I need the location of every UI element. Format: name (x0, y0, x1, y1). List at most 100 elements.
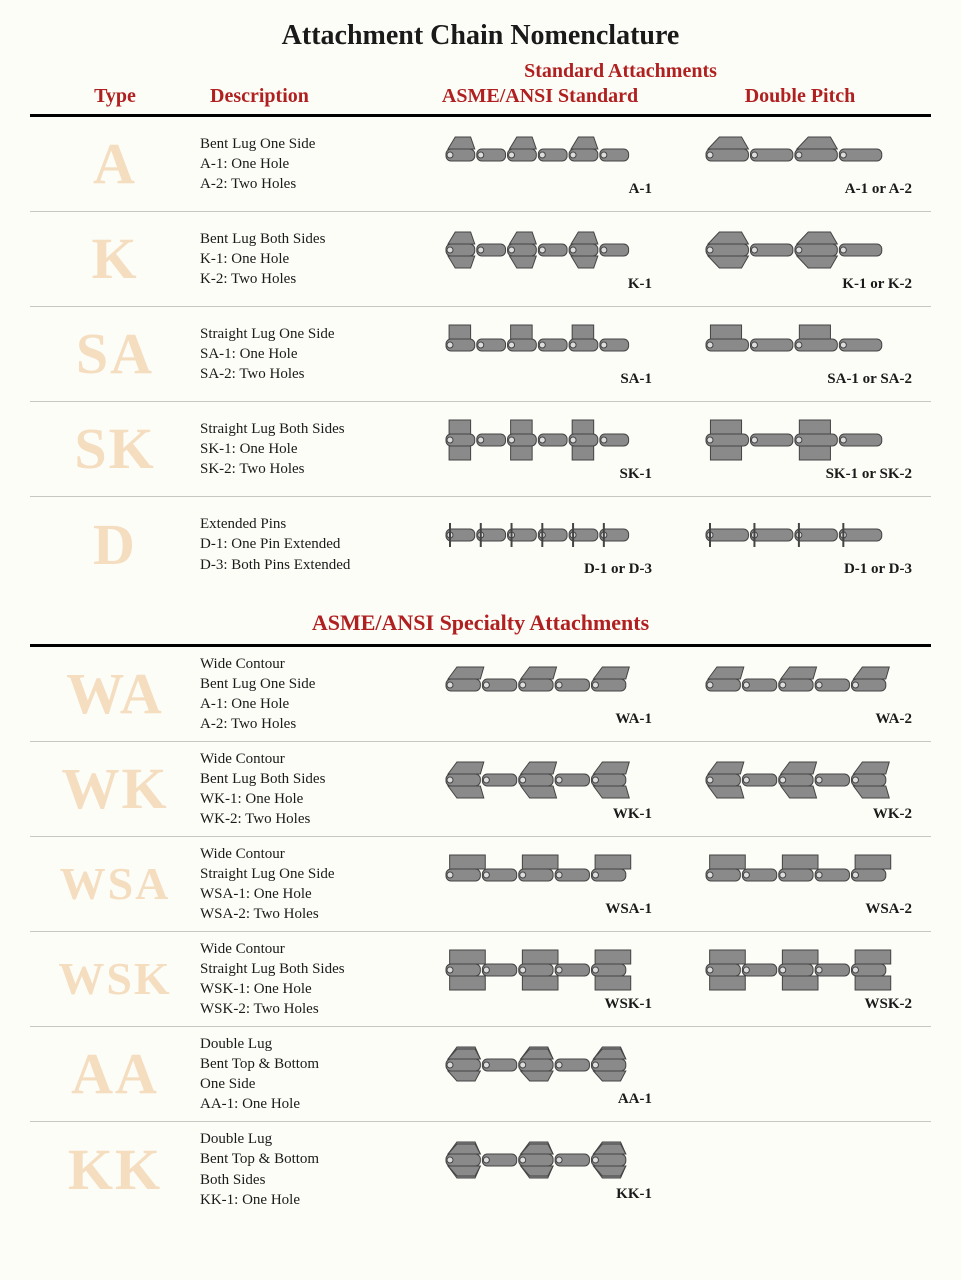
description-cell: Straight Lug One SideSA-1: One HoleSA-2:… (200, 324, 410, 385)
description-cell: Bent Lug Both SidesK-1: One HoleK-2: Two… (200, 229, 410, 290)
description-line: SA-1: One Hole (200, 344, 410, 364)
description-line: Wide Contour (200, 654, 410, 674)
description-line: Bent Lug One Side (200, 134, 410, 154)
type-letter: A (30, 135, 200, 193)
description-line: WSA-1: One Hole (200, 884, 410, 904)
description-line: Double Lug (200, 1034, 410, 1054)
image-label: WK-1 (410, 806, 670, 823)
description-line: Straight Lug Both Sides (200, 959, 410, 979)
description-cell: Extended PinsD-1: One Pin ExtendedD-3: B… (200, 514, 410, 575)
image-cell-1: AA-1 (410, 1041, 670, 1108)
description-line: Bent Lug One Side (200, 674, 410, 694)
chain-icon (440, 661, 640, 709)
description-line: Straight Lug Both Sides (200, 419, 410, 439)
image-label: WSK-1 (410, 996, 670, 1013)
description-cell: Bent Lug One SideA-1: One HoleA-2: Two H… (200, 134, 410, 195)
image-label: SK-1 (410, 466, 670, 483)
table-row: WKWide ContourBent Lug Both SidesWK-1: O… (30, 742, 931, 837)
table-row: WSKWide ContourStraight Lug Both SidesWS… (30, 932, 931, 1027)
image-label: K-1 or K-2 (670, 276, 930, 293)
table-row: KBent Lug Both SidesK-1: One HoleK-2: Tw… (30, 212, 931, 307)
description-line: WSA-2: Two Holes (200, 904, 410, 924)
description-line: Both Sides (200, 1170, 410, 1190)
chain-icon (440, 511, 640, 559)
description-line: One Side (200, 1074, 410, 1094)
image-label: SK-1 or SK-2 (670, 466, 930, 483)
table-row: AADouble LugBent Top & BottomOne SideAA-… (30, 1027, 931, 1122)
column-headers: Type Description ASME/ANSI Standard Doub… (30, 85, 931, 108)
description-line: Double Lug (200, 1129, 410, 1149)
description-cell: Straight Lug Both SidesSK-1: One HoleSK-… (200, 419, 410, 480)
image-cell-2: A-1 or A-2 (670, 131, 930, 198)
description-line: WSK-1: One Hole (200, 979, 410, 999)
description-line: WK-2: Two Holes (200, 809, 410, 829)
image-cell-2: D-1 or D-3 (670, 511, 930, 578)
header-description: Description (200, 85, 410, 108)
header-col2: Double Pitch (670, 85, 930, 108)
image-label: A-1 or A-2 (670, 181, 930, 198)
image-cell-1: WSA-1 (410, 851, 670, 918)
chain-icon (700, 321, 900, 369)
table-row: KKDouble LugBent Top & BottomBoth SidesK… (30, 1122, 931, 1217)
image-label: AA-1 (410, 1091, 670, 1108)
description-line: WK-1: One Hole (200, 789, 410, 809)
description-line: Wide Contour (200, 844, 410, 864)
type-letter: D (30, 516, 200, 574)
description-line: Straight Lug One Side (200, 864, 410, 884)
image-cell-2: SK-1 or SK-2 (670, 416, 930, 483)
section2-title: ASME/ANSI Specialty Attachments (30, 610, 931, 636)
table-row: SAStraight Lug One SideSA-1: One HoleSA-… (30, 307, 931, 402)
description-line: KK-1: One Hole (200, 1190, 410, 1210)
image-cell-2: K-1 or K-2 (670, 226, 930, 293)
description-line: Bent Top & Bottom (200, 1149, 410, 1169)
type-letter: WSA (30, 861, 200, 907)
description-line: K-2: Two Holes (200, 269, 410, 289)
description-cell: Double LugBent Top & BottomOne SideAA-1:… (200, 1034, 410, 1115)
description-cell: Wide ContourStraight Lug Both SidesWSK-1… (200, 939, 410, 1020)
description-line: Wide Contour (200, 749, 410, 769)
image-label: SA-1 (410, 371, 670, 388)
description-line: K-1: One Hole (200, 249, 410, 269)
description-line: Extended Pins (200, 514, 410, 534)
description-line: AA-1: One Hole (200, 1094, 410, 1114)
description-line: Straight Lug One Side (200, 324, 410, 344)
table-row: WSAWide ContourStraight Lug One SideWSA-… (30, 837, 931, 932)
chain-icon (440, 946, 640, 994)
description-line: WSK-2: Two Holes (200, 999, 410, 1019)
chain-icon (700, 946, 900, 994)
description-line: SK-1: One Hole (200, 439, 410, 459)
super-header: Standard Attachments (310, 60, 931, 83)
image-cell-2: WA-2 (670, 661, 930, 728)
description-line: SK-2: Two Holes (200, 459, 410, 479)
image-label: KK-1 (410, 1186, 670, 1203)
type-letter: K (30, 230, 200, 288)
image-cell-1: KK-1 (410, 1136, 670, 1203)
type-letter: AA (30, 1045, 200, 1103)
description-line: Wide Contour (200, 939, 410, 959)
description-line: D-3: Both Pins Extended (200, 555, 410, 575)
chain-icon (700, 226, 900, 274)
section-specialty: WAWide ContourBent Lug One SideA-1: One … (30, 647, 931, 1217)
description-line: Bent Top & Bottom (200, 1054, 410, 1074)
chain-icon (440, 416, 640, 464)
table-row: DExtended PinsD-1: One Pin ExtendedD-3: … (30, 497, 931, 592)
image-label: WSK-2 (670, 996, 930, 1013)
chain-icon (700, 756, 900, 804)
page-title: Attachment Chain Nomenclature (30, 20, 931, 52)
type-letter: SK (30, 420, 200, 478)
image-cell-2: WK-2 (670, 756, 930, 823)
description-line: A-1: One Hole (200, 694, 410, 714)
image-cell-2: WSA-2 (670, 851, 930, 918)
type-letter: WK (30, 760, 200, 818)
image-label: WSA-2 (670, 901, 930, 918)
type-letter: WSK (30, 956, 200, 1002)
description-line: Bent Lug Both Sides (200, 229, 410, 249)
image-label: D-1 or D-3 (670, 561, 930, 578)
header-type: Type (30, 85, 200, 108)
type-letter: KK (30, 1141, 200, 1199)
image-label: WA-1 (410, 711, 670, 728)
image-cell-1: WK-1 (410, 756, 670, 823)
description-cell: Double LugBent Top & BottomBoth SidesKK-… (200, 1129, 410, 1210)
image-cell-1: SA-1 (410, 321, 670, 388)
image-label: D-1 or D-3 (410, 561, 670, 578)
